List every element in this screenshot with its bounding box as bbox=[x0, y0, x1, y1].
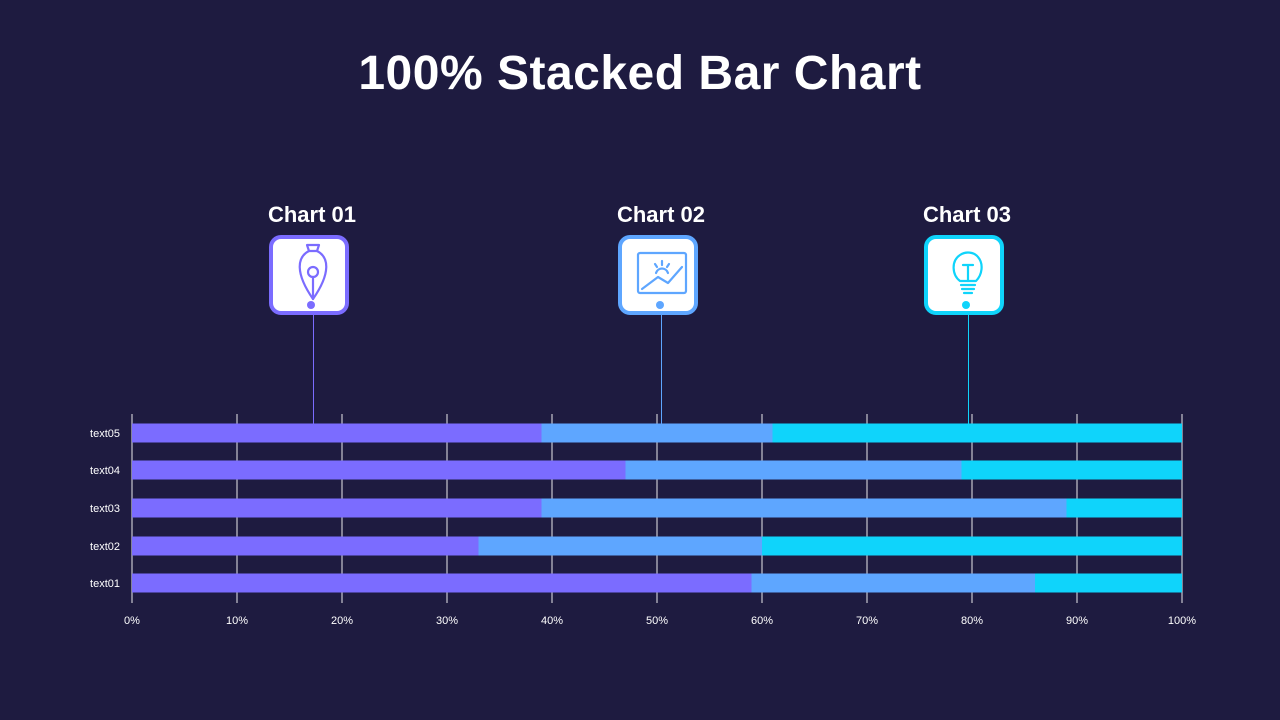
bar-segment bbox=[132, 573, 752, 593]
bar-segment bbox=[132, 498, 542, 518]
callout-title-chart-01: Chart 01 bbox=[267, 202, 357, 227]
x-tick-label: 20% bbox=[331, 615, 353, 627]
callout-leader-line bbox=[313, 312, 314, 424]
x-tick-label: 10% bbox=[226, 615, 248, 627]
y-category-label: text03 bbox=[90, 503, 120, 515]
lightbulb-icon bbox=[952, 251, 983, 295]
x-tick-label: 60% bbox=[751, 615, 773, 627]
x-tick-label: 40% bbox=[541, 615, 563, 627]
bar-segment bbox=[132, 536, 479, 556]
bar-segment bbox=[541, 423, 773, 443]
x-tick-label: 100% bbox=[1168, 615, 1196, 627]
callout-title-chart-02: Chart 02 bbox=[616, 202, 706, 227]
x-tick-label: 90% bbox=[1066, 615, 1088, 627]
bar-segment bbox=[1035, 573, 1182, 593]
callout-dot bbox=[307, 301, 315, 309]
callout-dot bbox=[962, 301, 970, 309]
bar-segment bbox=[132, 460, 626, 480]
callout-dot bbox=[656, 301, 664, 309]
callout-leader-line bbox=[968, 312, 969, 424]
bar-segment bbox=[762, 536, 1182, 556]
bar-segment bbox=[132, 423, 542, 443]
pen-nib-icon bbox=[298, 243, 328, 301]
callout-icon-box-chart-01[interactable] bbox=[269, 235, 349, 315]
x-tick-label: 0% bbox=[124, 615, 140, 627]
y-category-label: text04 bbox=[90, 465, 120, 477]
callout-icon-box-chart-02[interactable] bbox=[618, 235, 698, 315]
y-category-label: text01 bbox=[90, 578, 120, 590]
x-tick-label: 80% bbox=[961, 615, 983, 627]
y-category-label: text05 bbox=[90, 428, 120, 440]
x-tick-label: 70% bbox=[856, 615, 878, 627]
callout-icon-box-chart-03[interactable] bbox=[924, 235, 1004, 315]
x-tick-label: 30% bbox=[436, 615, 458, 627]
bar-segment bbox=[478, 536, 762, 556]
bar-segment bbox=[772, 423, 1182, 443]
page-title: 100% Stacked Bar Chart bbox=[358, 47, 922, 100]
bar-segment bbox=[541, 498, 1067, 518]
picture-icon bbox=[636, 251, 688, 295]
callout-leader-line bbox=[661, 312, 662, 424]
bar-segment bbox=[961, 460, 1182, 480]
bar-segment bbox=[1066, 498, 1182, 518]
y-category-label: text02 bbox=[90, 541, 120, 553]
x-tick-label: 50% bbox=[646, 615, 668, 627]
bar-segment bbox=[625, 460, 962, 480]
bar-segment bbox=[751, 573, 1035, 593]
callout-title-chart-03: Chart 03 bbox=[922, 202, 1012, 227]
